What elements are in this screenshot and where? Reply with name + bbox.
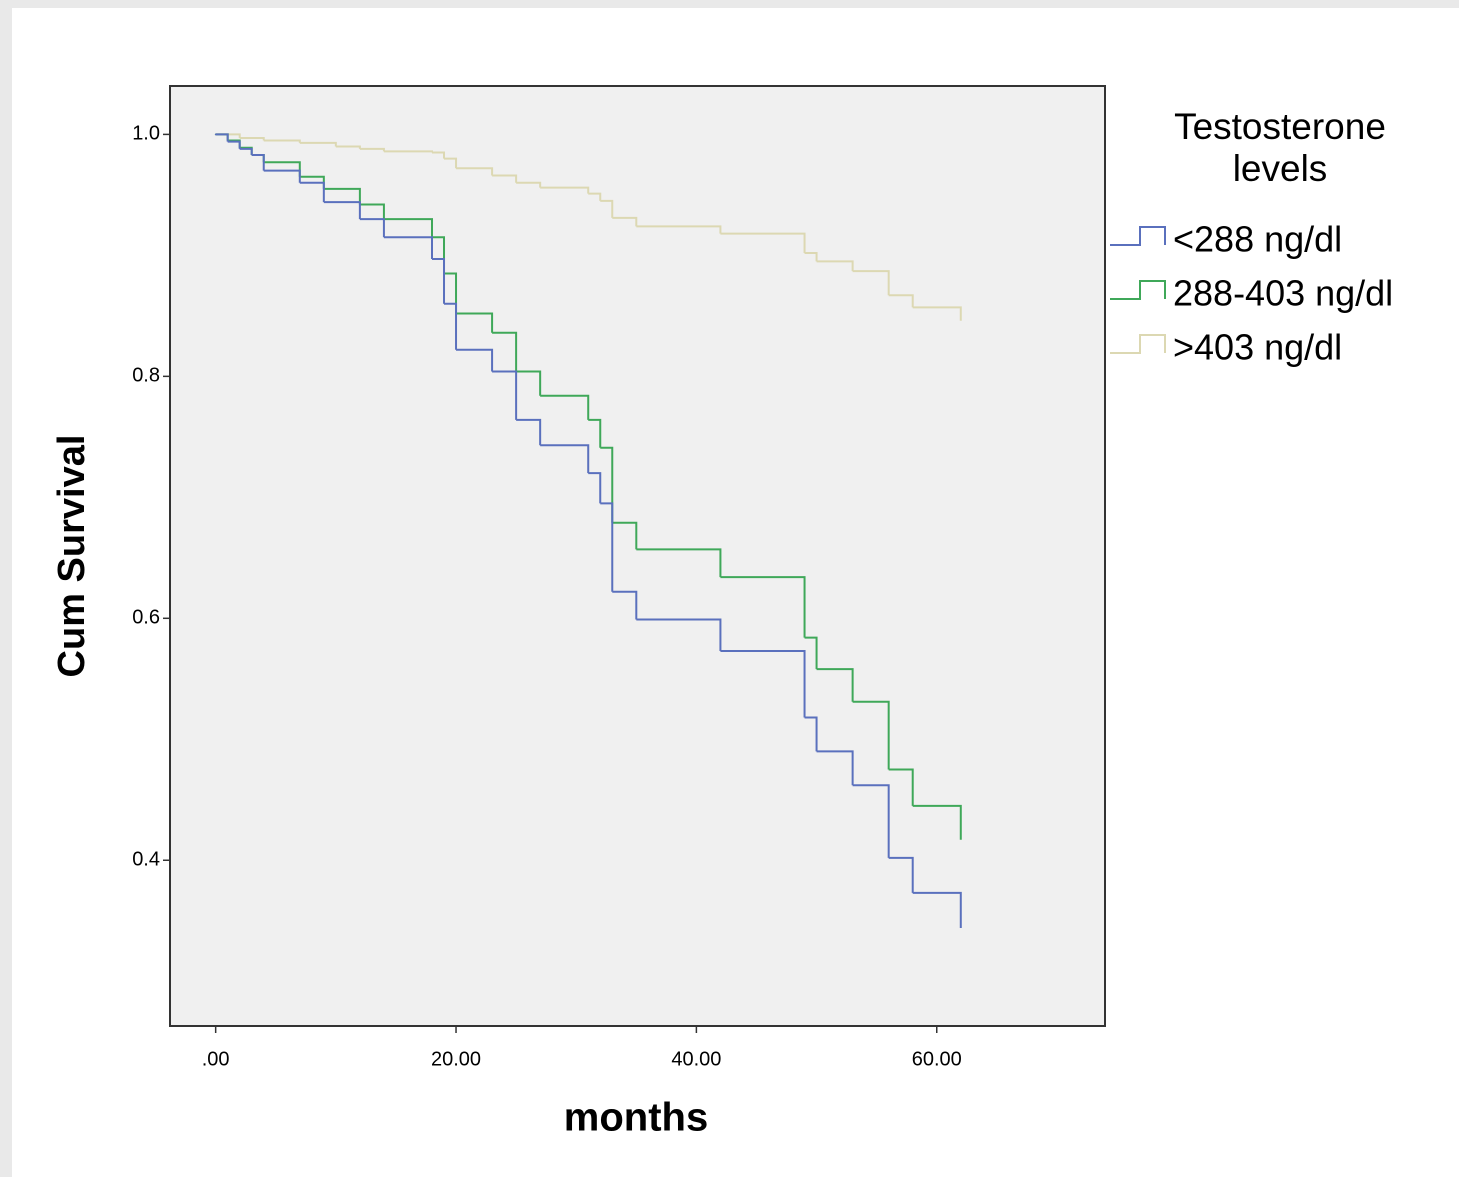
plot-area [169,85,1106,1027]
survival-step [720,576,806,638]
survival-step [251,153,265,171]
survival-step [540,444,590,474]
survival-step [456,312,494,333]
survival-step [383,236,433,259]
survival-step [323,201,361,220]
survival-step [516,370,542,396]
survival-step [804,716,818,752]
survival-step [888,856,914,893]
survival-step [239,147,253,155]
survival-step [888,294,914,308]
x-axis-title: months [564,1096,708,1140]
survival-step [215,133,229,142]
survival-step [383,150,433,153]
legend-label: <288 ng/dl [1173,219,1342,260]
survival-step [816,668,854,702]
x-tick-label: 40.00 [671,1048,721,1070]
survival-step [804,636,818,670]
y-axis-title: Cum Survival [51,435,93,678]
survival-step [636,548,722,578]
survival-step [492,370,518,420]
legend-symbol [1110,334,1166,354]
survival-step [912,306,962,321]
survival-step [359,147,385,152]
survival-step [492,174,518,183]
legend-title: Testosterone levels [1174,106,1386,189]
survival-step [359,218,385,238]
survival-step [444,272,458,314]
survival-step [852,700,890,770]
survival-step [720,649,806,718]
survival-step [636,618,722,651]
x-tick-label: 20.00 [431,1048,481,1070]
y-tick-label: 0.4 [132,849,160,871]
survival-step [492,331,518,372]
legend-label: >403 ng/dl [1173,327,1342,368]
survival-step [816,260,854,272]
survival-step [456,167,494,176]
survival-step [516,181,542,188]
survival-step [588,192,602,201]
survival-step [299,141,337,147]
survival-step [588,472,602,504]
survival-step [636,225,722,234]
survival-step [804,251,818,262]
survival-step [227,140,241,149]
x-tick-label: .00 [202,1048,230,1070]
survival-step [600,502,614,592]
survival-step [888,768,914,806]
x-tick-label: 60.00 [912,1048,962,1070]
survival-step [456,348,494,372]
survival-step [444,302,458,350]
survival-step [540,186,590,194]
survival-step [431,257,446,304]
y-tick-label: 0.6 [132,607,160,629]
survival-step [912,804,962,840]
legend-symbol [1110,226,1166,246]
survival-step [852,784,890,858]
survival-step [612,590,638,620]
survival-step [323,187,361,205]
legend-symbol [1110,280,1166,300]
survival-step [600,446,614,523]
survival-step [359,203,385,220]
survival-step [852,270,890,296]
survival-step [263,169,301,183]
survival-step [263,139,301,143]
y-tick-label: 0.8 [132,365,160,387]
survival-step [912,891,962,929]
survival-step [600,199,614,218]
survival-step [444,157,458,169]
survival-step [239,137,265,141]
survival-step [612,521,638,550]
survival-step [588,418,602,448]
survival-step [335,145,361,149]
survival-step [612,216,638,227]
survival-step [383,218,433,238]
survival-step [431,151,446,159]
survival-step [540,394,590,420]
y-tick-label: 1.0 [132,123,160,145]
survival-step [299,181,325,203]
legend-label: 288-403 ng/dl [1173,273,1393,314]
survival-step [816,750,854,786]
survival-step [720,232,806,253]
survival-step [516,418,542,446]
